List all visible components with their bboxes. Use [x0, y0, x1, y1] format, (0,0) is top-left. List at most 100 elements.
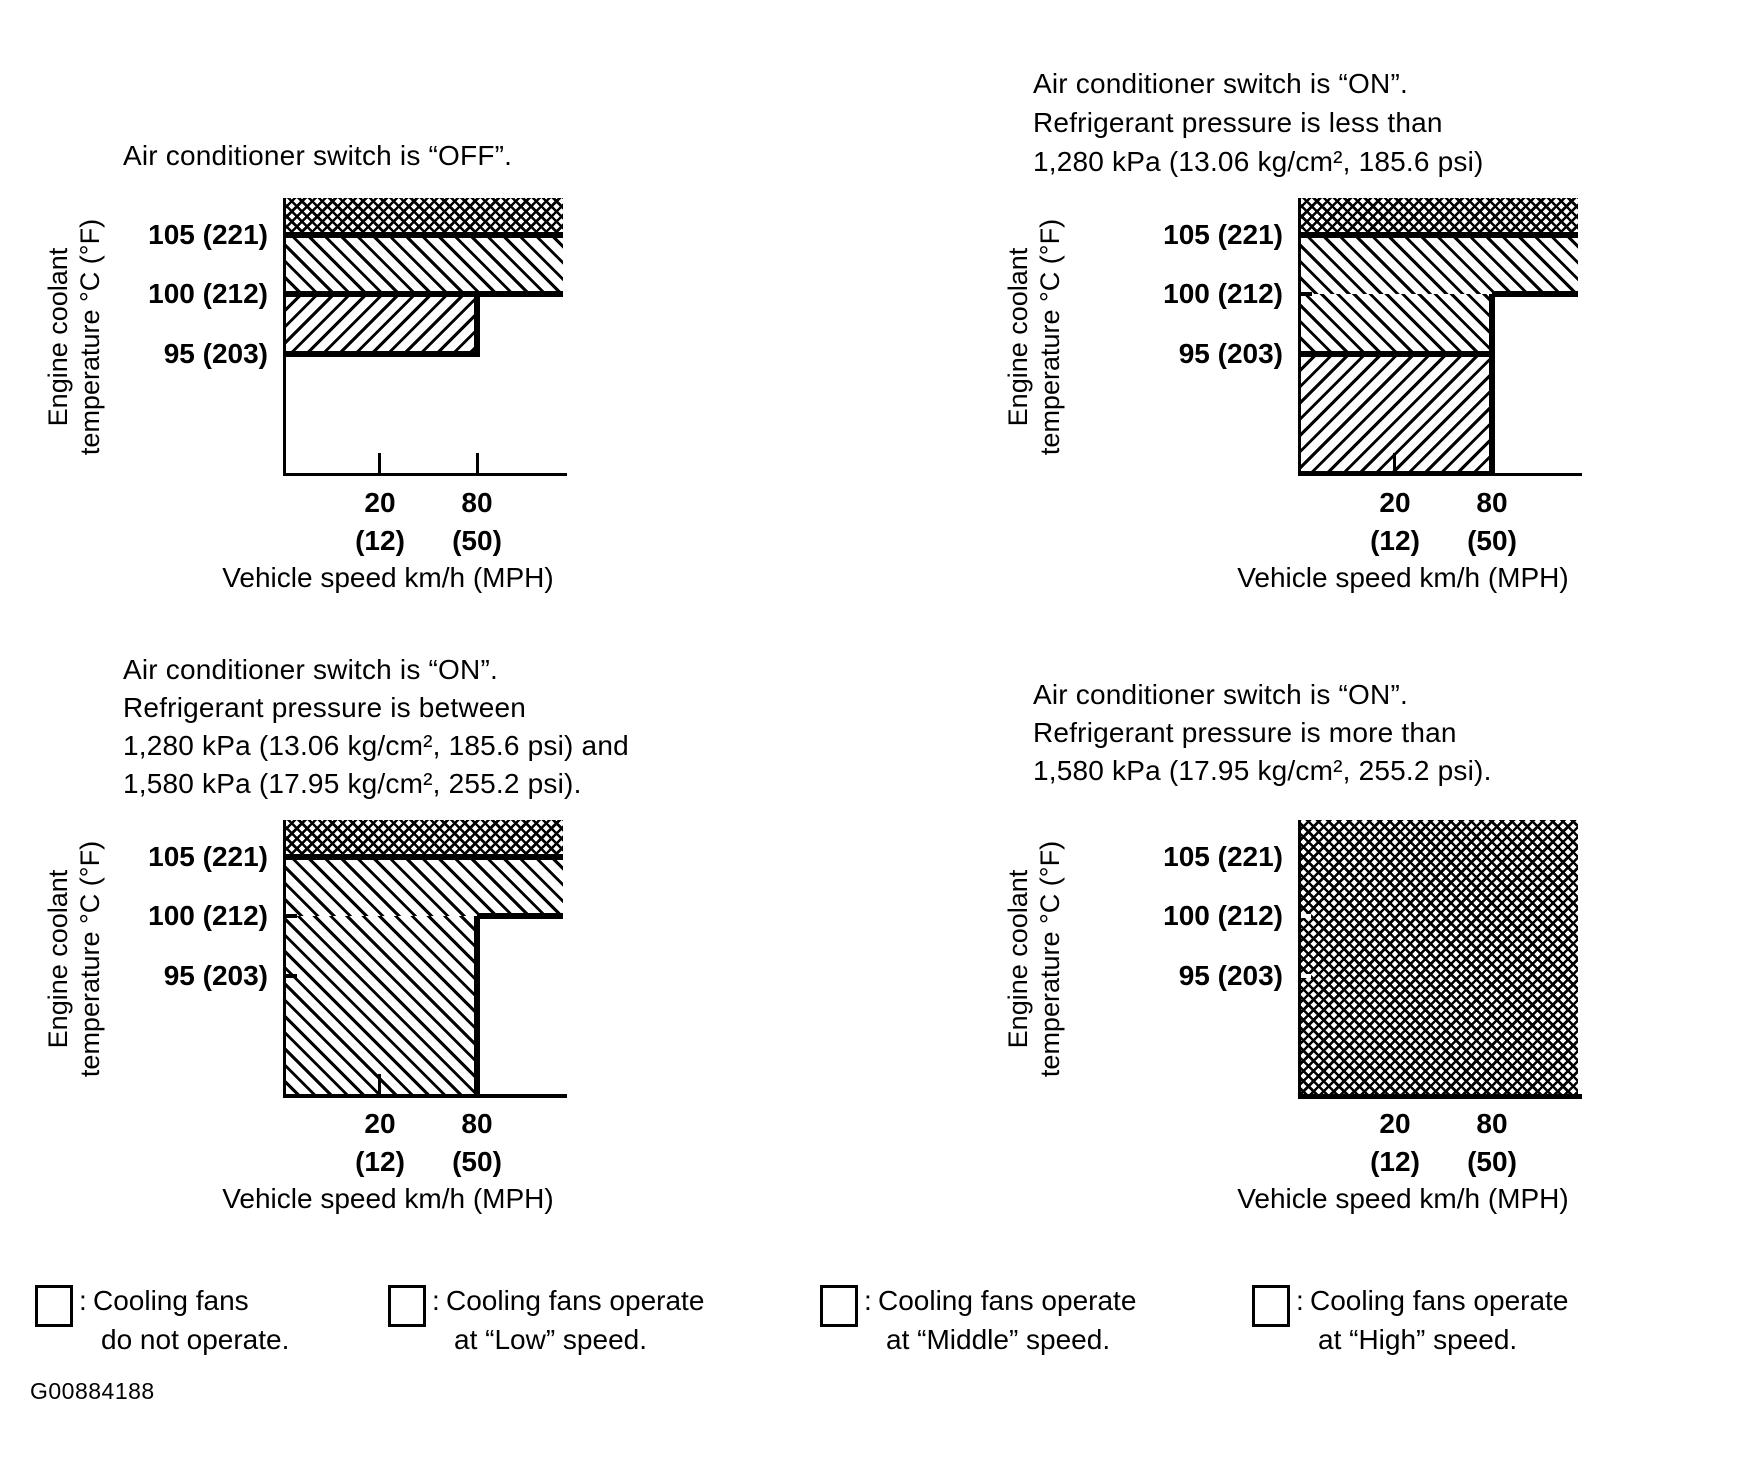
y-tick-mark-100: [1298, 292, 1312, 296]
y-axis-title-line2: temperature °C (°F): [75, 840, 105, 1078]
x-axis-title: Vehicle speed km/h (MPH): [222, 562, 554, 593]
x-tick-20: 20: [1379, 487, 1411, 518]
y-axis-line: [283, 820, 286, 1098]
legend-item-middle-speed: : Cooling fans operate at “Middle” speed…: [820, 1281, 1160, 1373]
legend-colon: :: [432, 1285, 440, 1316]
y-tick-105: 105 (221): [148, 219, 268, 250]
region-high-speed: [283, 198, 563, 235]
y-axis-title-line1: Engine coolant: [1003, 247, 1033, 427]
region-low-speed: [283, 294, 477, 354]
x-tick-50: (50): [452, 525, 502, 556]
chart4-title-line3: 1,580 kPa (17.95 kg/cm², 255.2 psi).: [1033, 755, 1492, 786]
legend-swatch-middle-hatch: [820, 1285, 858, 1327]
x-axis-line-thick: [1298, 471, 1495, 476]
y-tick-95: 95 (203): [1178, 338, 1283, 369]
legend-label-line2: at “High” speed.: [1318, 1324, 1518, 1355]
y-tick-105: 105 (221): [1163, 219, 1283, 250]
region-middle-speed2: [1298, 294, 1492, 354]
legend-label-line1: Cooling fans operate: [446, 1285, 705, 1316]
chart3-title-line1: Air conditioner switch is “ON”.: [123, 654, 498, 685]
x-tick-12: (12): [1370, 1146, 1420, 1177]
y-axis-title: Engine coolant temperature °C (°F): [42, 799, 108, 1119]
chart4-title-line2: Refrigerant pressure is more than: [1033, 717, 1457, 748]
y-axis-line: [283, 198, 286, 476]
legend-item-low-speed: : Cooling fans operate at “Low” speed.: [388, 1281, 728, 1373]
y-tick-100: 100 (212): [1163, 900, 1283, 931]
y-tick-95: 95 (203): [1178, 960, 1283, 991]
region-middle-speed: [283, 235, 563, 294]
x-tick-80: 80: [461, 487, 493, 518]
chart3-title-line4: 1,580 kPa (17.95 kg/cm², 255.2 psi).: [123, 768, 582, 799]
legend-colon: :: [79, 1285, 87, 1316]
x-tick-50: (50): [1467, 525, 1517, 556]
legend-label-line1: Cooling fans operate: [878, 1285, 1137, 1316]
y-tick-mark-100: [283, 914, 297, 918]
chart4-title: Air conditioner switch is “ON”. Refriger…: [1033, 676, 1492, 790]
x-tick-20: 20: [364, 1108, 396, 1139]
x-tick-50: (50): [452, 1146, 502, 1177]
chart2-title-line1: Air conditioner switch is “ON”.: [1033, 68, 1408, 99]
x-axis-title: Vehicle speed km/h (MPH): [1237, 1183, 1569, 1214]
temp-line-100: [283, 291, 563, 297]
x-tick-mark-20: [378, 453, 381, 473]
temp-line-105: [283, 232, 563, 238]
legend-label-line2: at “Low” speed.: [454, 1324, 647, 1355]
y-axis-title-line2: temperature °C (°F): [1035, 840, 1065, 1078]
y-tick-100: 100 (212): [148, 900, 268, 931]
y-tick-mark-95: [1301, 974, 1311, 978]
chart1-title: Air conditioner switch is “OFF”.: [123, 136, 512, 175]
region-high-speed: [1298, 820, 1578, 1098]
figure-code: G00884188: [30, 1378, 155, 1404]
temp-line-95: [283, 351, 480, 357]
y-axis-line: [1298, 820, 1301, 1098]
speed-step-line-80: [474, 294, 480, 357]
x-axis-line: [283, 473, 567, 476]
y-axis-title: Engine coolant temperature °C (°F): [42, 177, 108, 497]
temp-line-95: [1298, 351, 1495, 357]
x-tick-mark-20: [1393, 453, 1396, 471]
temp-line-105: [1298, 232, 1578, 238]
x-axis-line: [1298, 1094, 1582, 1099]
y-tick-95: 95 (203): [163, 338, 268, 369]
region-middle-speed: [283, 857, 563, 916]
x-tick-20: 20: [1379, 1108, 1411, 1139]
y-axis-title-line1: Engine coolant: [1003, 869, 1033, 1049]
chart4-plot: [1298, 820, 1582, 1099]
chart3-title: Air conditioner switch is “ON”. Refriger…: [123, 651, 629, 803]
x-axis-line-thin: [1492, 473, 1582, 476]
y-axis-title: Engine coolant temperature °C (°F): [1002, 799, 1068, 1119]
x-tick-mark-80: [476, 453, 479, 473]
legend-swatch-high-hatch: [1252, 1285, 1290, 1327]
chart2-title-line3: 1,280 kPa (13.06 kg/cm², 185.6 psi): [1033, 146, 1484, 177]
region-high-speed: [283, 820, 563, 857]
chart2-plot: [1298, 198, 1582, 476]
speed-step-line-80: [1489, 294, 1495, 476]
legend-label-line2: do not operate.: [101, 1324, 290, 1355]
temp-line-105: [283, 854, 563, 860]
y-tick-105: 105 (221): [1163, 841, 1283, 872]
y-tick-100: 100 (212): [148, 278, 268, 309]
y-tick-105: 105 (221): [148, 841, 268, 872]
y-tick-mark-100: [1301, 914, 1311, 918]
y-tick-mark-95: [283, 974, 297, 978]
speed-step-line-80: [474, 916, 480, 1098]
chart2-title-line2: Refrigerant pressure is less than: [1033, 107, 1443, 138]
y-tick-100: 100 (212): [1163, 278, 1283, 309]
chart3-plot: [283, 820, 567, 1098]
region-high-speed: [1298, 198, 1578, 235]
x-tick-12: (12): [355, 525, 405, 556]
chart4-title-line1: Air conditioner switch is “ON”.: [1033, 679, 1408, 710]
legend-swatch-low-hatch: [388, 1285, 426, 1327]
legend-colon: :: [1296, 1285, 1304, 1316]
x-axis-line: [283, 1094, 567, 1098]
x-tick-12: (12): [355, 1146, 405, 1177]
legend-swatch-none: [35, 1285, 73, 1327]
x-tick-80: 80: [1476, 487, 1508, 518]
y-axis-title-line2: temperature °C (°F): [1035, 218, 1065, 456]
x-tick-20: 20: [364, 487, 396, 518]
y-axis-title-line1: Engine coolant: [43, 869, 73, 1049]
chart3-title-line2: Refrigerant pressure is between: [123, 692, 527, 723]
legend-item-high-speed: : Cooling fans operate at “High” speed.: [1252, 1281, 1592, 1373]
legend-label-line1: Cooling fans: [93, 1285, 249, 1316]
